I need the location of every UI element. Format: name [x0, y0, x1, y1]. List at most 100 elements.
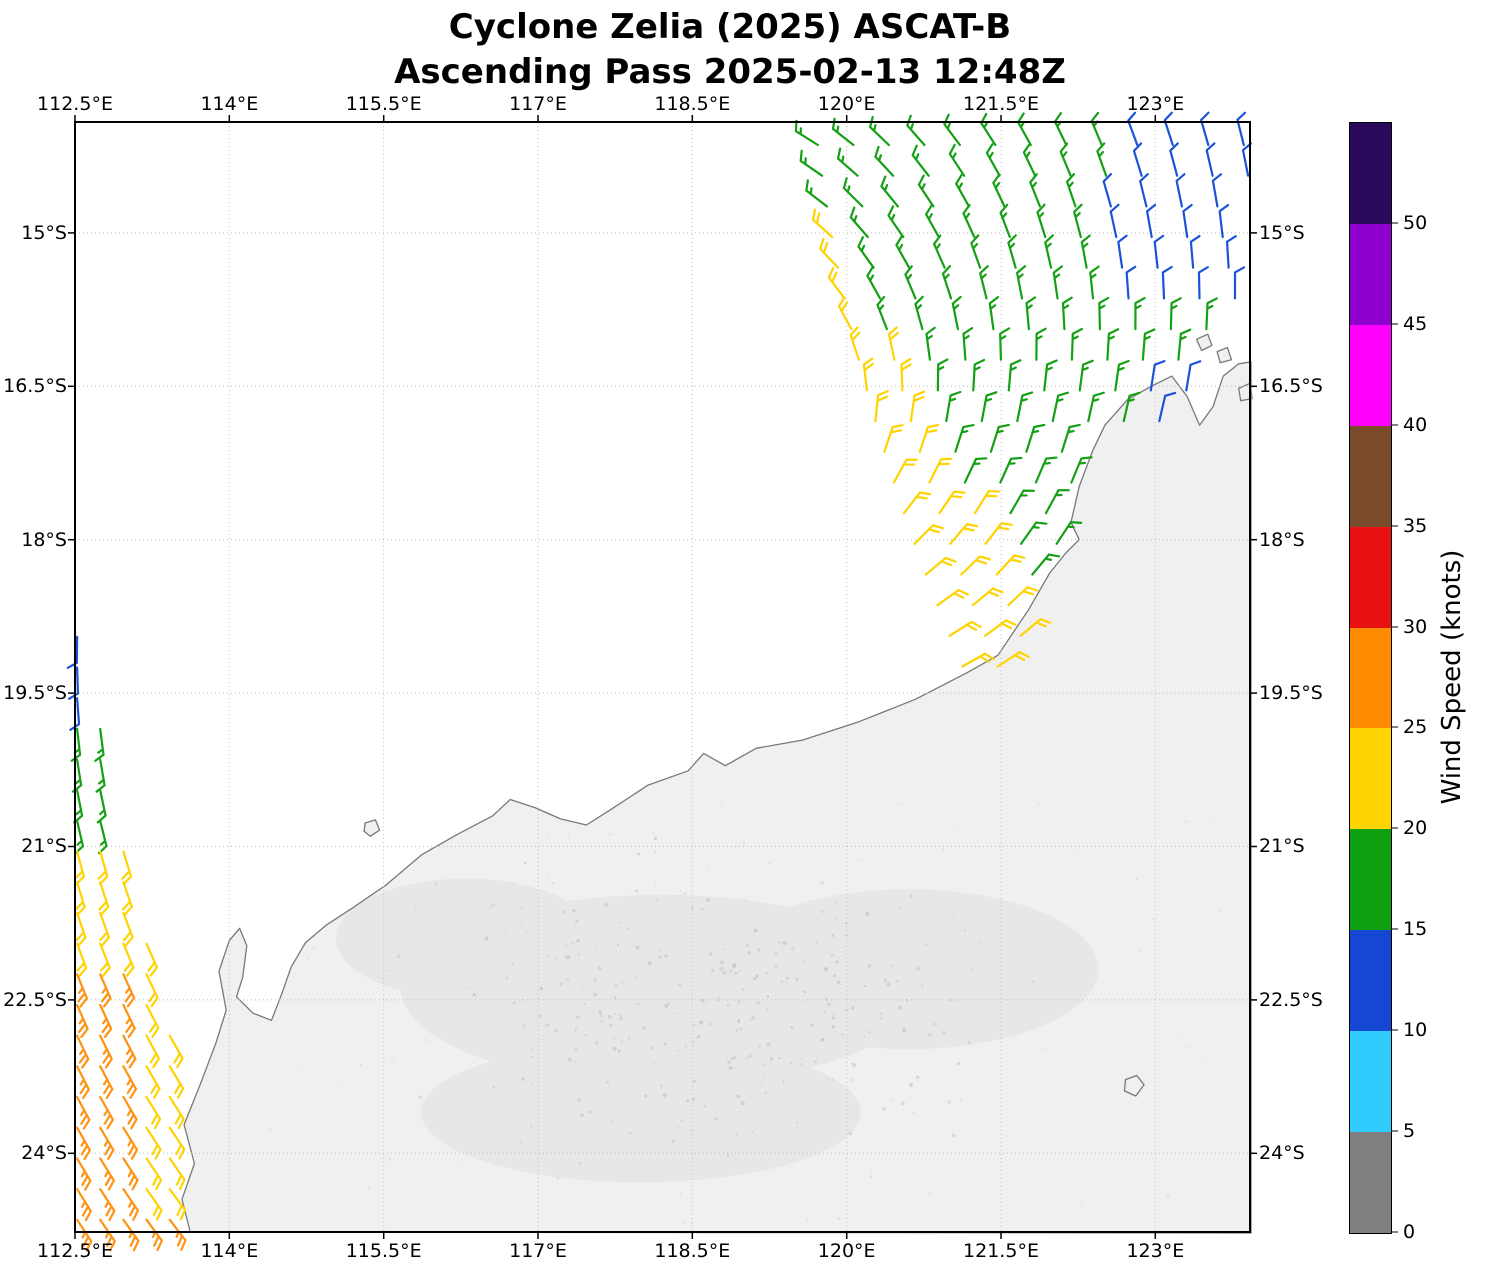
- wind-barb: [95, 758, 106, 793]
- wind-barb: [906, 114, 926, 147]
- wind-barb: [75, 973, 89, 1008]
- wind-barb: [1051, 391, 1070, 423]
- wind-barb: [1218, 204, 1230, 239]
- wind-barb: [948, 620, 982, 637]
- wind-barb: [913, 524, 944, 545]
- colorbar-segment: [1350, 627, 1391, 729]
- wind-barb: [811, 208, 834, 239]
- wind-barb: [1080, 234, 1091, 269]
- wind-barb: [1185, 360, 1202, 392]
- wind-barb: [99, 1187, 116, 1222]
- wind-barb: [122, 881, 133, 916]
- colorbar-tick-label: 10: [1403, 1019, 1428, 1042]
- wind-barb: [68, 666, 80, 700]
- y-tick-label-left: 21°S: [21, 835, 67, 858]
- wind-barb: [1211, 173, 1223, 208]
- y-tick-label-right: 24°S: [1259, 1142, 1305, 1165]
- wind-barb: [1233, 266, 1246, 300]
- colorbar-tick-mark: [1391, 626, 1398, 628]
- colorbar-tick-label: 30: [1403, 615, 1428, 638]
- x-tick-label-bottom: 114°E: [200, 1240, 259, 1262]
- x-tick-label-top: 115.5°E: [345, 93, 422, 115]
- wind-barb: [917, 174, 935, 208]
- wind-barb: [122, 1126, 139, 1160]
- y-tick-label-right: 15°S: [1259, 221, 1305, 244]
- wind-barb: [1139, 173, 1149, 208]
- wind-barb: [145, 942, 159, 977]
- wind-barb: [938, 490, 966, 515]
- wind-barb: [99, 942, 111, 977]
- wind-barb: [1090, 111, 1103, 147]
- wind-barb: [992, 173, 1006, 208]
- wind-barb: [857, 236, 875, 269]
- wind-barb: [909, 390, 926, 423]
- colorbar-segment: [1350, 1131, 1391, 1233]
- wind-barb: [961, 652, 995, 668]
- wind-barb: [1205, 142, 1216, 177]
- wind-barb: [1019, 521, 1048, 545]
- wind-barb: [122, 973, 136, 1008]
- wind-barb: [914, 295, 924, 331]
- wind-barb: [1059, 142, 1072, 177]
- wind-barb: [1019, 618, 1052, 637]
- wind-barb: [960, 555, 991, 576]
- wind-barb: [1225, 235, 1237, 269]
- wind-barb: [1106, 328, 1120, 361]
- wind-barb: [1044, 489, 1070, 515]
- wind-barb: [122, 1187, 140, 1221]
- colorbar-segment: [1350, 425, 1391, 527]
- wind-barb: [979, 265, 989, 300]
- x-tick-label-top: 117°E: [509, 93, 567, 115]
- wind-barb: [1087, 391, 1105, 423]
- x-tick-label-top: 121.5°E: [963, 93, 1039, 115]
- wind-barb: [75, 942, 88, 977]
- wind-barb: [122, 1218, 140, 1252]
- colorbar-segment: [1350, 929, 1391, 1032]
- wind-barbs-northeast-swath: [794, 111, 1252, 668]
- colorbar-tick-mark: [1391, 928, 1398, 930]
- wind-barb: [1132, 142, 1143, 177]
- wind-barb: [1017, 112, 1032, 147]
- wind-barb: [925, 326, 936, 361]
- wind-barb: [972, 358, 986, 392]
- wind-barb: [1061, 296, 1073, 331]
- wind-barb: [1145, 203, 1157, 239]
- colorbar-tick-label: 50: [1403, 211, 1428, 234]
- wind-barb: [75, 1095, 91, 1130]
- wind-barb: [145, 1126, 162, 1160]
- wind-barb: [122, 942, 135, 977]
- wind-barb: [122, 1157, 139, 1191]
- wind-barb: [943, 113, 962, 147]
- chart-title: Cyclone Zelia (2025) ASCAT-B Ascending P…: [0, 5, 1460, 95]
- wind-barb: [918, 423, 940, 453]
- wind-barb: [995, 554, 1026, 576]
- wind-barb: [1141, 328, 1156, 361]
- wind-barb: [831, 117, 855, 147]
- colorbar-tick-label: 45: [1403, 312, 1428, 335]
- wind-barb: [988, 296, 1000, 331]
- wind-barb: [1098, 296, 1110, 331]
- wind-barb: [145, 1065, 161, 1099]
- wind-barb: [1096, 142, 1108, 177]
- wind-barb: [973, 489, 1001, 515]
- wind-barb: [168, 1034, 184, 1069]
- wind-barb: [1117, 234, 1128, 269]
- island: [1216, 346, 1233, 364]
- wind-barb: [980, 391, 998, 423]
- colorbar-tick-mark: [1391, 726, 1398, 728]
- wind-barb: [1169, 297, 1182, 331]
- wind-barb: [1070, 456, 1093, 484]
- wind-barb: [99, 1065, 114, 1100]
- wind-barb: [1043, 359, 1058, 392]
- wind-barb: [99, 911, 111, 947]
- y-tick-label-right: 22.5°S: [1259, 988, 1323, 1011]
- wind-barb: [1022, 142, 1037, 177]
- colorbar: [1349, 122, 1392, 1234]
- wind-barb: [99, 1095, 114, 1130]
- wind-barb: [805, 179, 829, 208]
- wind-barb: [989, 423, 1010, 453]
- wind-barb: [122, 1003, 136, 1038]
- wind-barb: [1044, 234, 1054, 269]
- wind-barb: [955, 173, 971, 208]
